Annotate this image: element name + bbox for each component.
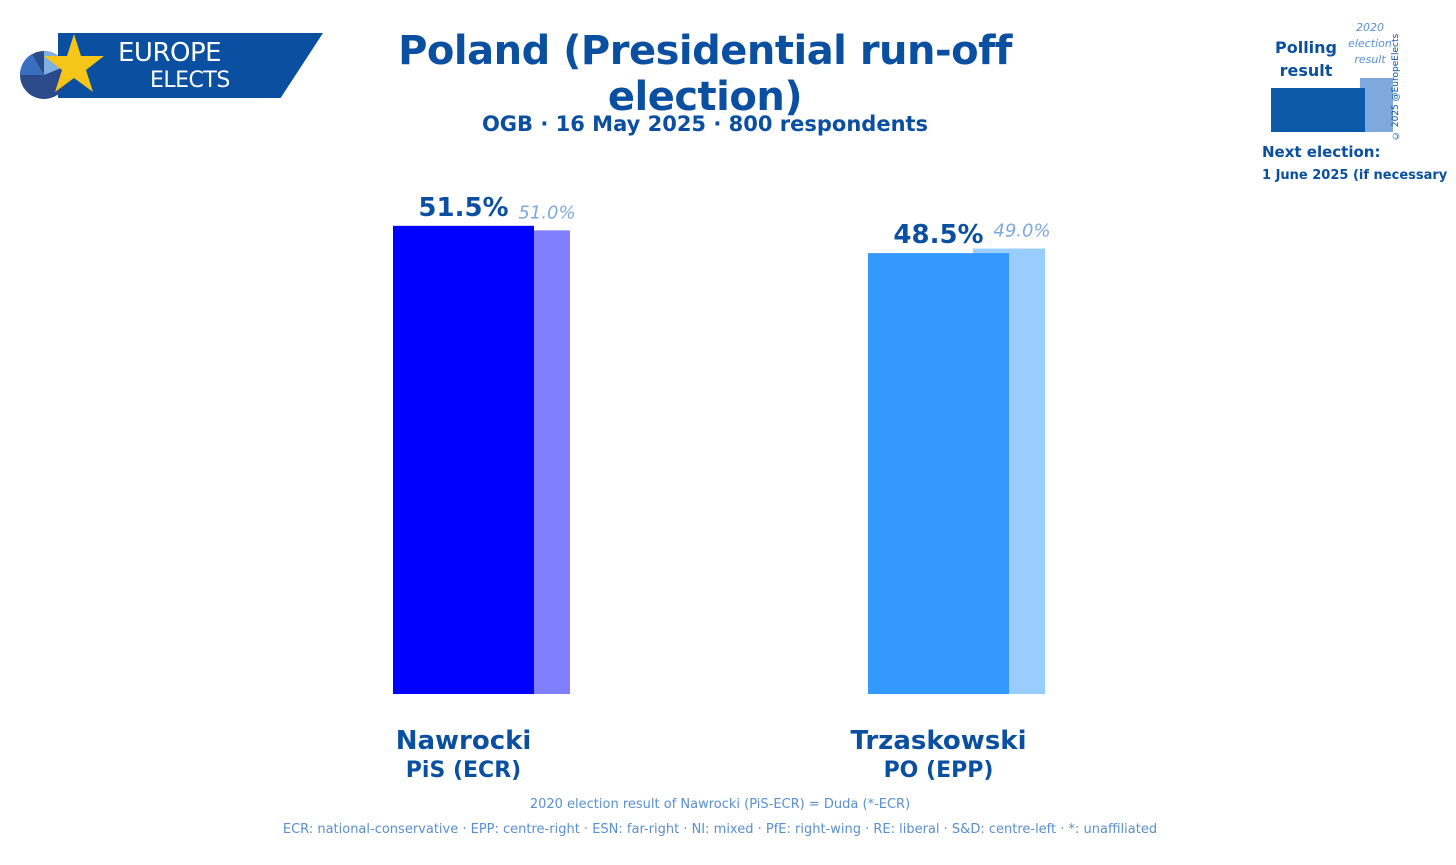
legend-prev-swatch xyxy=(1360,78,1393,132)
data-label-2020-trzaskowski: 49.0% xyxy=(993,221,1050,242)
logo-text-elects: ELECTS xyxy=(150,68,230,93)
data-label-poll-nawrocki: 51.5% xyxy=(418,193,508,223)
data-label-poll-trzaskowski: 48.5% xyxy=(893,220,983,250)
legend-poll-label: Polling result xyxy=(1274,38,1337,80)
chart-subtitle: OGB · 16 May 2025 · 800 respondents xyxy=(481,112,929,136)
legend-poll-swatch xyxy=(1271,88,1365,132)
legend-prev-label: 2020 election result xyxy=(1348,21,1392,66)
footnote: 2020 election result of Nawrocki (PiS-EC… xyxy=(529,797,911,812)
logo-emblem-icon xyxy=(19,34,104,99)
category-label-trzaskowski: Trzaskowski xyxy=(850,726,1027,756)
bar-poll-trzaskowski xyxy=(868,253,1009,694)
next-election-date: 1 June 2025 (if necessary xyxy=(1262,168,1448,183)
europe-elects-logo: EUROPE ELECTS xyxy=(18,30,323,102)
party-group-legend: ECR: national-conservative · EPP: centre… xyxy=(282,822,1158,837)
party-label-nawrocki: PiS (ECR) xyxy=(405,758,522,783)
legend: Polling result 2020 election result © 20… xyxy=(1255,18,1450,193)
logo-banner xyxy=(58,33,323,98)
category-label-nawrocki: Nawrocki xyxy=(395,726,532,756)
party-label-trzaskowski: PO (EPP) xyxy=(883,758,994,783)
data-label-2020-nawrocki: 51.0% xyxy=(518,202,575,223)
chart-title: Poland (Presidential run-off election) xyxy=(398,28,1012,120)
next-election-label: Next election: xyxy=(1262,143,1381,161)
bar-poll-nawrocki xyxy=(393,225,534,694)
logo-text-europe: EUROPE xyxy=(118,38,222,68)
